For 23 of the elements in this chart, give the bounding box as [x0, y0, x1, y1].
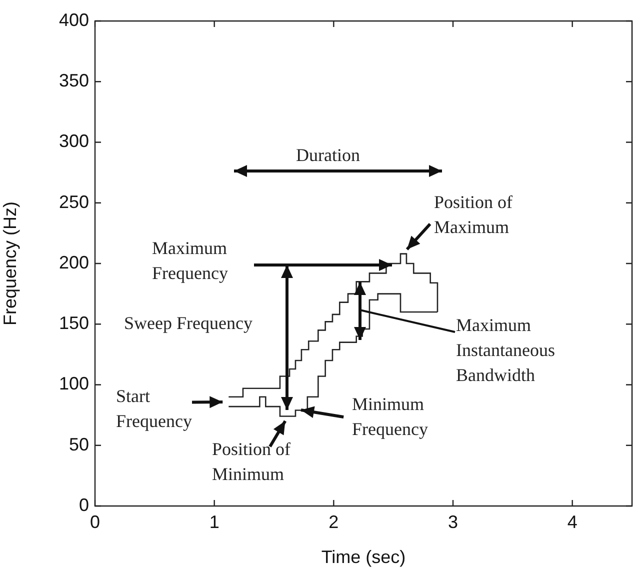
- y-tick-label: 50: [68, 434, 89, 454]
- y-tick-label: 0: [78, 494, 89, 515]
- y-tick-label: 350: [58, 70, 89, 91]
- x-tick-label: 4: [567, 512, 578, 532]
- y-tick-label: 100: [58, 374, 89, 394]
- annotation: Sweep Frequency: [124, 312, 252, 335]
- annotation: Position of Minimum: [212, 438, 291, 486]
- x-axis-title: Time (sec): [321, 547, 406, 568]
- y-tick-label: 300: [58, 131, 89, 152]
- x-tick-label: 3: [448, 512, 458, 532]
- annotation: Maximum Instantaneous Bandwidth: [456, 314, 555, 387]
- x-tick-label: 2: [328, 512, 339, 532]
- annotation: Maximum Frequency: [152, 237, 228, 285]
- y-axis-title: Frequency (Hz): [0, 201, 20, 326]
- y-tick-label: 150: [58, 313, 89, 334]
- annotation: Minimum Frequency: [352, 393, 428, 441]
- x-tick-label: 1: [209, 512, 220, 532]
- y-tick-label: 400: [58, 10, 89, 30]
- y-tick-label: 250: [58, 192, 89, 212]
- annotation: Duration: [296, 144, 360, 167]
- annotation: Position of Maximum: [434, 191, 513, 239]
- y-tick-label: 200: [58, 252, 89, 272]
- annotation: Start Frequency: [116, 385, 192, 433]
